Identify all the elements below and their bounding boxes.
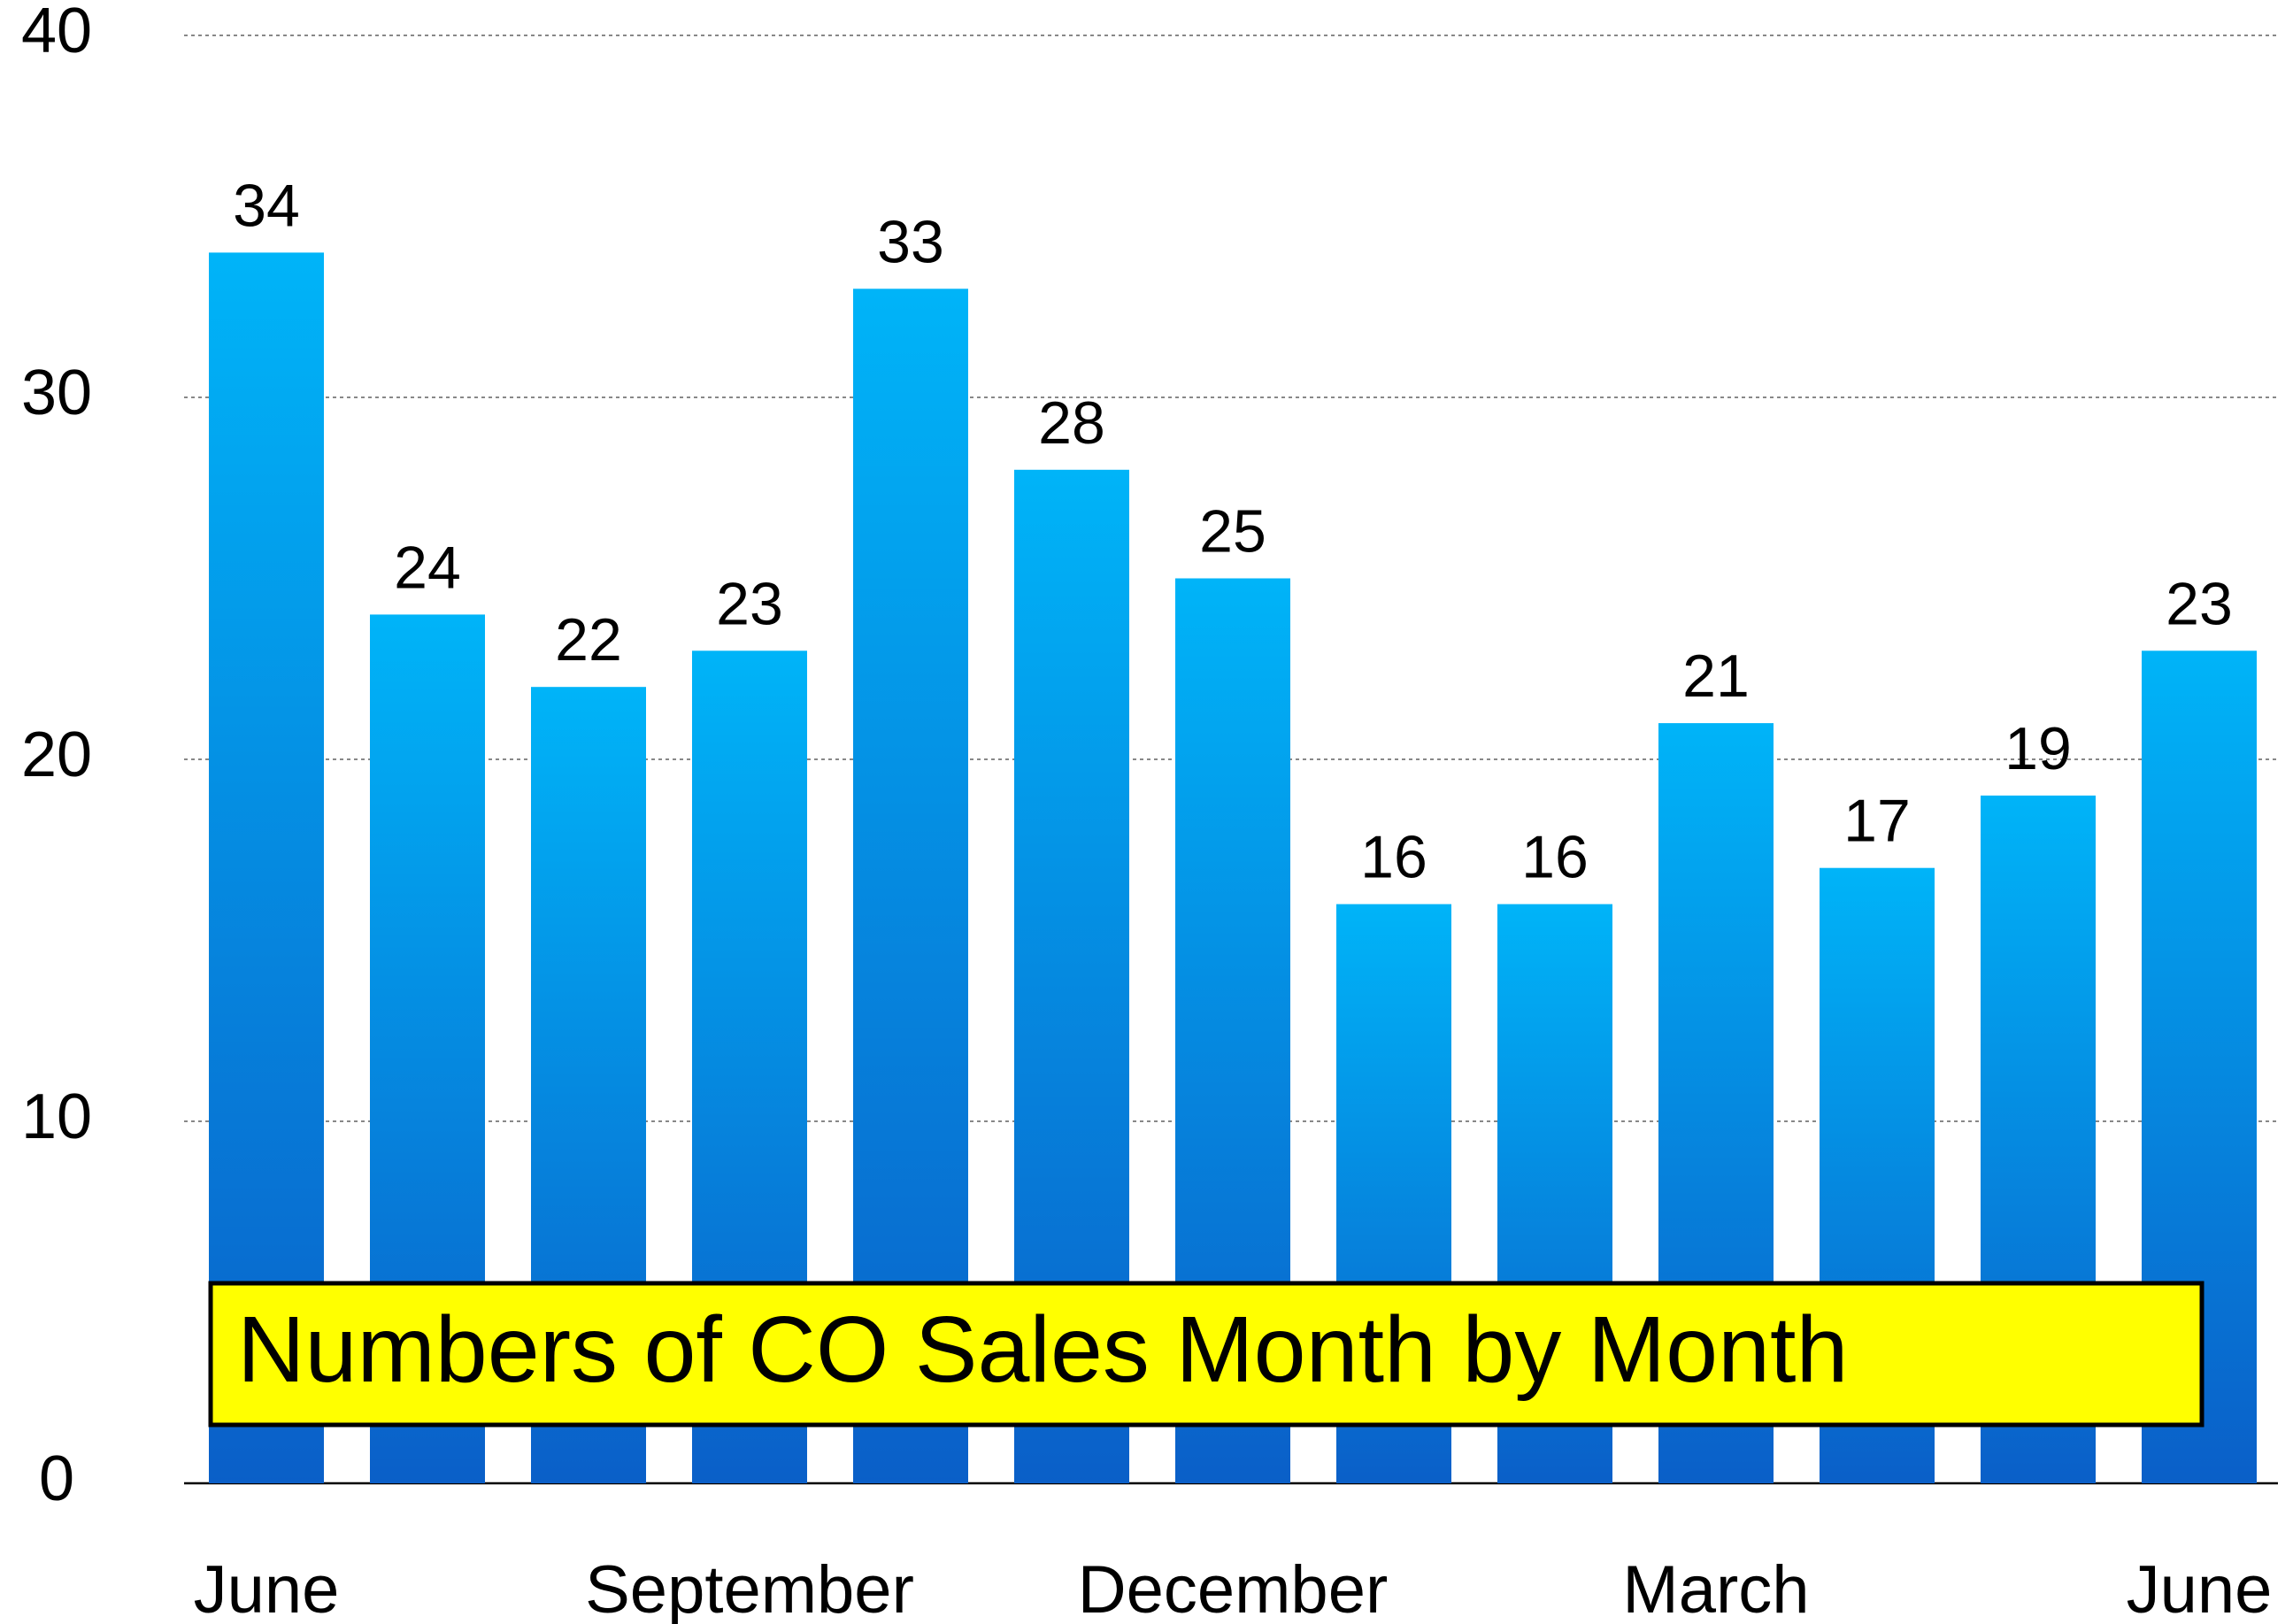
y-tick-label: 20	[21, 720, 92, 790]
y-tick-label: 10	[21, 1081, 92, 1152]
value-label: 23	[2166, 570, 2233, 637]
x-tick-label: June	[194, 1552, 340, 1624]
value-label: 33	[877, 208, 944, 275]
value-label: 22	[555, 606, 622, 673]
title-box	[208, 1281, 2205, 1428]
value-label: 24	[394, 534, 461, 601]
x-tick-label: September	[585, 1552, 914, 1624]
value-label: 23	[716, 570, 783, 637]
chart-title: Numbers of CO Sales Month by Month	[237, 1297, 1848, 1402]
bar	[209, 252, 324, 1483]
value-label: 34	[233, 172, 300, 239]
value-label: 28	[1038, 389, 1105, 457]
value-label: 21	[1682, 643, 1750, 710]
y-tick-label: 30	[21, 358, 92, 428]
x-tick-label: March	[1622, 1552, 1809, 1624]
value-label: 19	[2004, 715, 2072, 782]
value-label: 17	[1843, 788, 1911, 855]
value-label: 16	[1360, 824, 1427, 891]
value-label: 16	[1521, 824, 1589, 891]
x-tick-label: June	[2127, 1552, 2273, 1624]
x-tick-label: December	[1078, 1552, 1389, 1624]
y-tick-label: 0	[39, 1443, 74, 1514]
y-tick-label: 40	[21, 0, 92, 66]
value-label: 25	[1199, 497, 1266, 565]
